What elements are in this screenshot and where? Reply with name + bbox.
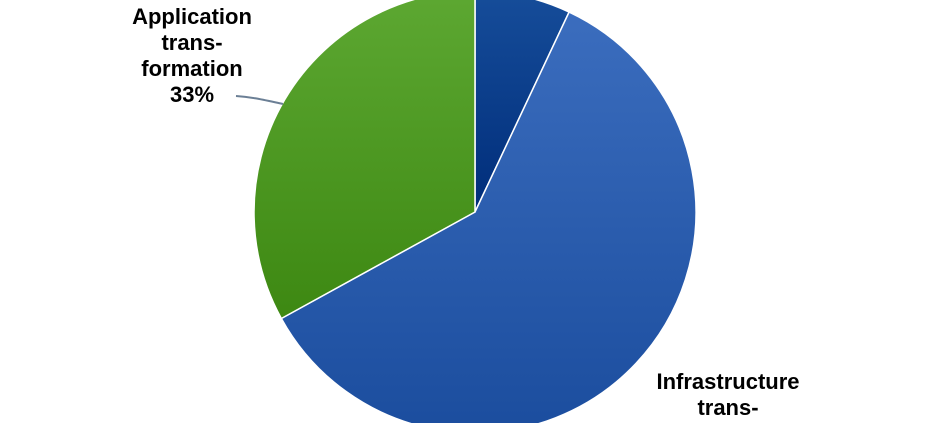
slice-label-infrastructure-line-1: Infrastructure xyxy=(656,369,800,394)
slice-label-infrastructure: Infrastructure trans- xyxy=(628,369,828,421)
slice-label-application-line-3: formation xyxy=(141,56,243,81)
slice-label-application: Application trans- formation 33% xyxy=(112,4,272,108)
pie-slice-application xyxy=(253,0,476,320)
slice-label-application-line-1: Application xyxy=(132,4,252,29)
slice-label-application-line-2: trans- xyxy=(161,30,223,55)
slice-label-application-line-4: 33% xyxy=(169,82,215,107)
pie-slice-infrastructure xyxy=(280,11,697,423)
slice-label-infrastructure-line-2: trans- xyxy=(697,395,759,420)
leader-line-application xyxy=(235,95,284,105)
